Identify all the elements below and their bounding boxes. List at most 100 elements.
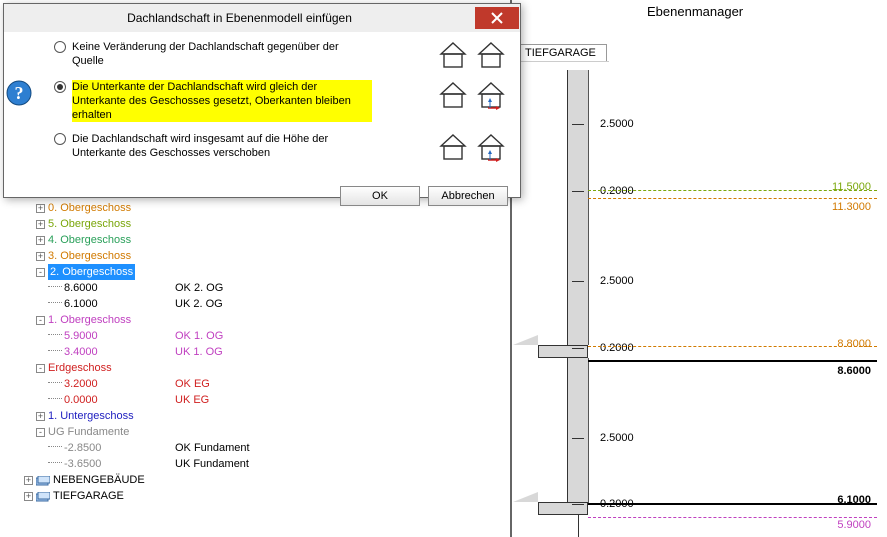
tree-item-label: 0.0000 [64, 392, 98, 408]
tree-row[interactable]: -2. Obergeschoss [24, 264, 510, 280]
tree-item-label: 3. Obergeschoss [48, 248, 131, 264]
tree-item-label: Erdgeschoss [48, 360, 112, 376]
level-line [588, 198, 877, 199]
height-label: 2.5000 [600, 118, 656, 130]
radio-button[interactable] [54, 133, 66, 145]
tree-row[interactable]: 8.6000 OK 2. OG [24, 280, 510, 296]
tree-item-label: 3.4000 [64, 344, 98, 360]
ok-button[interactable]: OK [340, 186, 420, 206]
expand-toggle[interactable]: - [36, 268, 45, 277]
tree-row[interactable]: -3.6500UK Fundament [24, 456, 510, 472]
dialog-titlebar: Dachlandschaft in Ebenenmodell einfügen [4, 4, 520, 32]
expand-toggle[interactable]: + [36, 252, 45, 261]
tree-panel: +0. Obergeschoss+5. Obergeschoss+4. Ober… [0, 200, 510, 537]
tree-item-measurement: OK 2. OG [175, 280, 223, 296]
tree-row[interactable]: +TIEFGARAGE [24, 488, 510, 504]
svg-text:?: ? [15, 83, 24, 103]
radio-label: Die Dachlandschaft wird insgesamt auf di… [72, 132, 372, 160]
insert-roof-dialog: Dachlandschaft in Ebenenmodell einfügen … [3, 3, 521, 198]
tree-item-measurement: UK 2. OG [175, 296, 223, 312]
model-icon [36, 475, 50, 485]
tree-row[interactable]: 0.0000 UK EG [24, 392, 510, 408]
slab-block [538, 345, 588, 358]
expand-toggle[interactable]: + [36, 412, 45, 421]
tree-row[interactable]: 5.9000 OK 1. OG [24, 328, 510, 344]
tree-item-measurement: UK EG [175, 392, 209, 408]
tree-item-label: 4. Obergeschoss [48, 232, 131, 248]
tree-item-label: NEBENGEBÄUDE [53, 472, 145, 488]
tree-row[interactable]: 6.1000 UK 2. OG [24, 296, 510, 312]
dialog-title: Dachlandschaft in Ebenenmodell einfügen [4, 11, 475, 25]
tab-bar: TIEFGARAGE [514, 44, 609, 62]
radio-option-1[interactable]: Die Unterkante der Dachlandschaft wird g… [54, 80, 506, 122]
tree-row[interactable]: +4. Obergeschoss [24, 232, 510, 248]
dialog-close-button[interactable] [475, 7, 519, 29]
tree-item-measurement: OK EG [175, 376, 210, 392]
levels-panel-title: Ebenenmanager [512, 0, 887, 24]
radio-option-0[interactable]: Keine Veränderung der Dachlandschaft geg… [54, 40, 506, 70]
tree-item-label: 1. Obergeschoss [48, 312, 131, 328]
tree-item-label: 5.9000 [64, 328, 98, 344]
tick-mark [572, 504, 584, 505]
expand-toggle[interactable]: + [36, 220, 45, 229]
tab-tiefgarage[interactable]: TIEFGARAGE [514, 44, 607, 61]
slab-wedge [513, 492, 538, 502]
level-line [588, 503, 877, 505]
radio-label: Die Unterkante der Dachlandschaft wird g… [72, 80, 372, 122]
radio-button[interactable] [54, 41, 66, 53]
radio-button[interactable] [54, 81, 66, 93]
tick-mark [572, 191, 584, 192]
tree-item-measurement: UK Fundament [175, 456, 249, 472]
expand-toggle[interactable]: - [36, 316, 45, 325]
tree-row[interactable]: +1. Untergeschoss [24, 408, 510, 424]
tree-row[interactable]: -Erdgeschoss [24, 360, 510, 376]
tree-item-measurement: OK 1. OG [175, 328, 223, 344]
height-label: 0.2000 [600, 342, 656, 354]
tick-mark [572, 438, 584, 439]
tree-item-label: 6.1000 [64, 296, 98, 312]
tree-row[interactable]: -1. Obergeschoss [24, 312, 510, 328]
tree-item-label: 5. Obergeschoss [48, 216, 131, 232]
tree-item-label: 1. Untergeschoss [48, 408, 134, 424]
tick-mark [572, 124, 584, 125]
tree-row[interactable]: 3.2000 OK EG [24, 376, 510, 392]
help-icon[interactable]: ? [6, 80, 32, 109]
wall-block [567, 70, 589, 345]
model-tree: +0. Obergeschoss+5. Obergeschoss+4. Ober… [24, 200, 510, 504]
level-elevation: 11.3000 [832, 201, 871, 213]
level-elevation: 11.5000 [832, 181, 871, 193]
tree-row[interactable]: -UG Fundamente [24, 424, 510, 440]
expand-toggle[interactable]: - [36, 364, 45, 373]
level-elevation: 6.1000 [837, 494, 871, 506]
tree-row[interactable]: + NEBENGEBÄUDE [24, 472, 510, 488]
level-line [588, 360, 877, 362]
tree-item-label: -2.8500 [64, 440, 101, 456]
radio-option-2[interactable]: Die Dachlandschaft wird insgesamt auf di… [54, 132, 506, 162]
tree-row[interactable]: +5. Obergeschoss [24, 216, 510, 232]
height-label: 2.5000 [600, 432, 656, 444]
level-elevation: 5.9000 [837, 519, 871, 531]
levels-panel: Ebenenmanager TIEFGARAGE 2.5000 0.2000 2.5… [510, 0, 887, 537]
expand-toggle[interactable]: + [24, 492, 33, 501]
tree-row[interactable]: +3. Obergeschoss [24, 248, 510, 264]
tick-mark [572, 348, 584, 349]
tree-item-label: 3.2000 [64, 376, 98, 392]
tree-item-label: 8.6000 [64, 280, 98, 296]
tree-row[interactable]: -2.8500 OK Fundament [24, 440, 510, 456]
option-icons [438, 80, 506, 110]
expand-toggle[interactable]: + [36, 236, 45, 245]
tree-item-measurement: UK 1. OG [175, 344, 223, 360]
tree-item-label: 2. Obergeschoss [48, 264, 135, 280]
radio-label: Keine Veränderung der Dachlandschaft geg… [72, 40, 372, 68]
section-diagram: 2.50000.20002.50000.20002.50000.200011.5… [512, 70, 887, 537]
tree-item-measurement: OK Fundament [175, 440, 250, 456]
tree-row[interactable]: 3.4000 UK 1. OG [24, 344, 510, 360]
cancel-button[interactable]: Abbrechen [428, 186, 508, 206]
height-label: 2.5000 [600, 275, 656, 287]
tick-mark [572, 281, 584, 282]
option-icons [438, 40, 506, 70]
option-icons [438, 132, 506, 162]
wall-block [567, 358, 589, 503]
expand-toggle[interactable]: - [36, 428, 45, 437]
expand-toggle[interactable]: + [24, 476, 33, 485]
